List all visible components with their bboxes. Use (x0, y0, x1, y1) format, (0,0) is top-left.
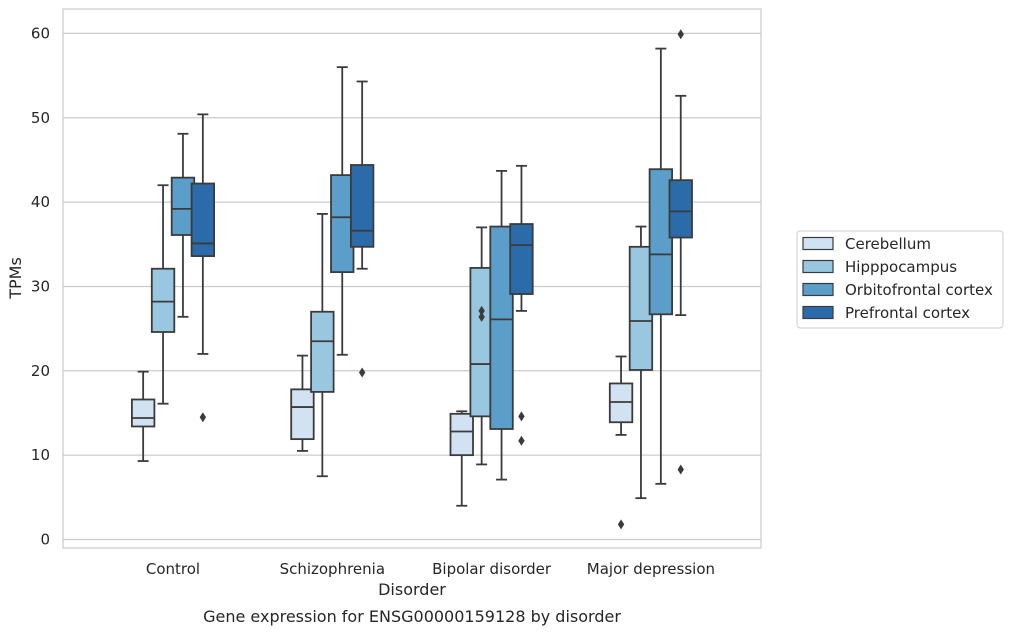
box-body-prefrontal-cortex-schizophrenia (349, 164, 375, 248)
x-axis-label: Disorder (378, 580, 446, 599)
outlier-prefrontal-cortex-control-0 (199, 412, 207, 423)
box-body-prefrontal-cortex-control (190, 182, 216, 257)
legend-swatch-cerebellum (802, 236, 834, 251)
legend-swatch-orbitofrontal-cortex (802, 282, 834, 297)
outlier-prefrontal-cortex-schizophrenia-0 (358, 367, 366, 378)
legend-label-prefrontal-cortex: Prefrontal cortex (845, 304, 970, 322)
y-tick-labels: 0 10 20 30 40 50 60 (31, 24, 50, 548)
box-prefrontal-cortex-major-depression (668, 29, 693, 475)
box-orbitofrontal-cortex-major-depression (648, 47, 673, 485)
x-tick-labels: Control Schizophrenia Bipolar disorder Majo… (146, 560, 715, 578)
box-cerebellum-major-depression (608, 355, 634, 530)
outlier-cerebellum-major-depression-0 (617, 519, 625, 530)
box-prefrontal-cortex-bipolar-disorder (509, 164, 534, 446)
y-tick-label-0: 0 (40, 531, 50, 549)
chart-caption: Gene expression for ENSG00000159128 by d… (203, 607, 621, 626)
box-cerebellum-schizophrenia (290, 354, 315, 452)
legend-label-cerebellum: Cerebellum (845, 235, 931, 253)
y-tick-label-10: 10 (31, 446, 50, 464)
outlier-prefrontal-cortex-major-depression-1 (677, 29, 684, 40)
box-prefrontal-cortex-schizophrenia (349, 80, 375, 378)
box-body-cerebellum-bipolar-disorder (449, 412, 474, 457)
legend-swatch-hipppocampus (802, 259, 834, 274)
outlier-prefrontal-cortex-major-depression-0 (677, 464, 684, 475)
legend-swatch-prefrontal-cortex (802, 305, 834, 320)
x-tick-label-bipolar-disorder: Bipolar disorder (432, 560, 552, 578)
box-body-orbitofrontal-cortex-major-depression (648, 168, 673, 316)
box-hipppocampus-major-depression (628, 225, 654, 500)
box-cerebellum-control (130, 370, 156, 462)
box-hipppocampus-bipolar-disorder (469, 226, 494, 466)
outlier-hipppocampus-bipolar-disorder-0 (478, 311, 485, 322)
y-tick-label-40: 40 (31, 193, 50, 211)
box-body-orbitofrontal-cortex-bipolar-disorder (489, 225, 514, 430)
y-tick-label-60: 60 (31, 24, 50, 42)
y-axis-label: TPMs (6, 257, 25, 300)
box-body-cerebellum-control (130, 398, 156, 428)
x-tick-label-major-depression: Major depression (587, 560, 715, 578)
outlier-prefrontal-cortex-bipolar-disorder-1 (518, 411, 525, 422)
box-cerebellum-bipolar-disorder (449, 410, 474, 507)
legend-label-orbitofrontal-cortex: Orbitofrontal cortex (845, 281, 993, 299)
y-tick-label-20: 20 (31, 362, 50, 380)
box-hipppocampus-control (150, 184, 176, 405)
box-body-prefrontal-cortex-bipolar-disorder (509, 223, 534, 295)
box-prefrontal-cortex-control (190, 113, 216, 423)
box-orbitofrontal-cortex-bipolar-disorder (489, 169, 514, 481)
box-hipppocampus-schizophrenia (310, 213, 335, 478)
y-gridlines (63, 32, 761, 541)
legend-frame (796, 230, 1004, 329)
box-groups (130, 29, 693, 530)
box-body-hipppocampus-control (150, 267, 176, 333)
box-body-prefrontal-cortex-major-depression (668, 179, 693, 239)
x-tick-label-control: Control (146, 560, 200, 578)
y-tick-label-30: 30 (31, 277, 50, 295)
legend-label-hipppocampus: Hipppocampus (845, 258, 957, 276)
y-tick-label-50: 50 (31, 109, 50, 127)
legend: Cerebellum Hipppocampus Orbitofrontal cort… (796, 230, 1004, 329)
box-body-hipppocampus-schizophrenia (310, 310, 335, 393)
box-body-cerebellum-schizophrenia (290, 388, 315, 441)
outlier-prefrontal-cortex-bipolar-disorder-0 (518, 435, 525, 446)
plot-frame (62, 8, 762, 549)
outlier-hipppocampus-bipolar-disorder-1 (478, 305, 485, 316)
x-tick-label-schizophrenia: Schizophrenia (280, 560, 385, 578)
